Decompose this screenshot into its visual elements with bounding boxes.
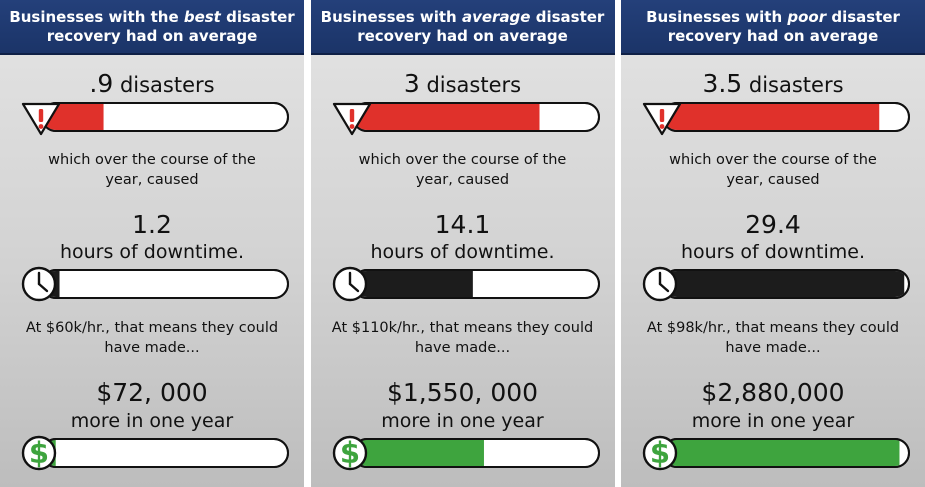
dollar-sign-icon: $: [642, 435, 678, 471]
header-text: Businesses with the: [9, 8, 184, 26]
downtime-value: 1.2: [132, 210, 172, 239]
panel-best: Businesses with the best disaster recover…: [0, 0, 304, 487]
clock-icon: [21, 266, 57, 302]
dollar-sign-icon: $: [332, 435, 367, 471]
header-emphasis: poor: [787, 8, 827, 26]
downtime-unit: hours of downtime.: [370, 241, 555, 263]
meter-fill-bar: [664, 440, 900, 466]
caused-text: year, caused: [105, 172, 199, 188]
header-text: recovery had on average: [667, 27, 879, 45]
caused-text: which over the course of the: [358, 152, 567, 168]
disaster-meter: [21, 100, 289, 136]
meter-fill-bar: [664, 104, 880, 130]
disaster-meter: [642, 100, 910, 136]
svg-text:$: $: [29, 436, 49, 470]
header-text: Businesses with: [320, 8, 462, 26]
money-unit: more in one year: [691, 410, 855, 432]
money-unit: more in one year: [381, 410, 544, 432]
panel-poor: Businesses with poor disaster recovery ha…: [621, 0, 925, 487]
header-emphasis: average: [461, 8, 531, 26]
disaster-count: 3 disasters: [311, 70, 615, 99]
money-value: $1,550, 000: [386, 378, 539, 407]
money-unit: more in one year: [70, 410, 234, 432]
money-meter: $: [642, 435, 910, 471]
disaster-count-value: 3.5: [702, 69, 743, 98]
svg-text:$: $: [650, 436, 670, 470]
header-emphasis: best: [183, 8, 221, 26]
meter-fill-bar: [353, 104, 539, 130]
rate-text: have made...: [725, 340, 821, 356]
meter-track: [41, 438, 289, 468]
panel-header: Businesses with average disaster recovery…: [310, 0, 615, 55]
header-text: recovery had on average: [357, 27, 568, 45]
money-value: $72, 000: [96, 378, 208, 407]
rate-text: At $110k/hr., that means they could: [331, 320, 594, 336]
rate-text: At $98k/hr., that means they could: [646, 320, 900, 336]
clock-icon: [642, 266, 678, 302]
header-text: disaster: [220, 8, 295, 26]
disaster-count-unit: disasters: [113, 73, 215, 97]
header-text: Businesses with: [646, 8, 788, 26]
rate-text: have made...: [104, 340, 200, 356]
header-text: disaster: [826, 8, 900, 26]
disaster-count-unit: disasters: [419, 73, 522, 97]
meter-fill-bar: [353, 271, 473, 297]
disaster-meter: [332, 100, 600, 136]
downtime-value: 14.1: [434, 210, 491, 239]
money-meter: $: [332, 435, 600, 471]
clock-icon: [332, 266, 367, 302]
meter-fill-bar: [664, 271, 905, 297]
rate-text: have made...: [414, 340, 511, 356]
disaster-count: 3.5 disasters: [621, 70, 925, 99]
caused-text: year, caused: [415, 172, 510, 188]
caused-text: year, caused: [726, 172, 820, 188]
meter-fill-bar: [353, 440, 484, 466]
money-meter: $: [21, 435, 289, 471]
disaster-count-value: 3: [403, 69, 420, 98]
downtime-unit: hours of downtime.: [59, 241, 245, 263]
svg-text:$: $: [339, 436, 359, 470]
meter-track: [41, 269, 289, 299]
warning-triangle-icon: [21, 102, 61, 136]
panel-average: Businesses with average disaster recovery…: [310, 0, 615, 487]
downtime-meter: [21, 266, 289, 302]
downtime-meter: [642, 266, 910, 302]
disaster-count: .9 disasters: [0, 70, 304, 99]
dollar-sign-icon: $: [21, 435, 57, 471]
header-text: recovery had on average: [46, 27, 258, 45]
downtime-meter: [332, 266, 600, 302]
warning-triangle-icon: [642, 102, 682, 136]
warning-triangle-icon: [332, 102, 371, 136]
downtime-value: 29.4: [745, 210, 801, 239]
disaster-count-value: .9: [89, 69, 114, 98]
panel-header: Businesses with poor disaster recovery ha…: [621, 0, 925, 55]
header-text: disaster: [530, 8, 605, 26]
disaster-count-unit: disasters: [742, 73, 844, 97]
panel-header: Businesses with the best disaster recover…: [0, 0, 304, 55]
caused-text: which over the course of the: [48, 152, 256, 168]
rate-text: At $60k/hr., that means they could: [25, 320, 279, 336]
money-value: $2,880,000: [701, 378, 845, 407]
downtime-unit: hours of downtime.: [680, 241, 866, 263]
caused-text: which over the course of the: [669, 152, 877, 168]
